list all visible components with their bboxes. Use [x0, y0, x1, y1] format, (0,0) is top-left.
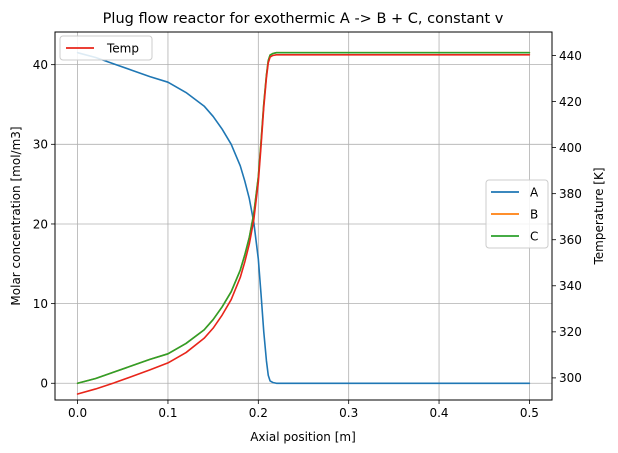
y-tick-label-4: 40 — [33, 58, 48, 72]
legend-temp: Temp — [59, 35, 153, 61]
y2-tick-label-2: 340 — [559, 279, 582, 293]
x-axis-label: Axial position [m] — [250, 430, 356, 444]
legend-abc: A B C — [485, 179, 549, 249]
y-tick-label-2: 20 — [33, 217, 48, 231]
y2-tick-label-7: 440 — [559, 49, 582, 63]
series-line-a — [76, 51, 531, 385]
y-tick-label-0: 0 — [40, 377, 48, 391]
y2-tick-label-3: 360 — [559, 233, 582, 247]
y2-tick-label-4: 380 — [559, 187, 582, 201]
legend-temp-box — [59, 35, 153, 61]
series-line-temp — [76, 53, 531, 395]
legend-temp-label: Temp — [106, 42, 139, 56]
y-tick-label-1: 10 — [33, 297, 48, 311]
y2-axis-label: Temperature [K] — [592, 167, 606, 265]
plot-frame — [54, 31, 553, 401]
legend-c-label: C — [530, 230, 538, 244]
x-tick-label-1: 0.1 — [158, 406, 177, 420]
y-axis-label: Molar concentration [mol/m3] — [9, 126, 23, 305]
chart-title: Plug flow reactor for exothermic A -> B … — [103, 11, 504, 27]
y2-tick-label-0: 300 — [559, 371, 582, 385]
legend-b-label: B — [530, 208, 538, 222]
series-layer — [76, 51, 531, 395]
x-tick-label-5: 0.5 — [520, 406, 539, 420]
x-tick-label-4: 0.4 — [429, 406, 448, 420]
series-line-c — [76, 51, 531, 385]
y-tick-label-3: 30 — [33, 138, 48, 152]
y2-tick-label-5: 400 — [559, 141, 582, 155]
x-tick-label-0: 0.0 — [68, 406, 87, 420]
x-tick-label-2: 0.2 — [249, 406, 268, 420]
y2-tick-label-1: 320 — [559, 325, 582, 339]
ticks-layer: 0.0 0.1 0.2 0.3 0.4 0.5 0 10 20 30 40 300 320 340 360 3… — [33, 49, 582, 420]
legend-a-label: A — [530, 186, 539, 200]
y2-tick-label-6: 420 — [559, 95, 582, 109]
x-tick-label-3: 0.3 — [339, 406, 358, 420]
grid-layer — [55, 32, 552, 400]
